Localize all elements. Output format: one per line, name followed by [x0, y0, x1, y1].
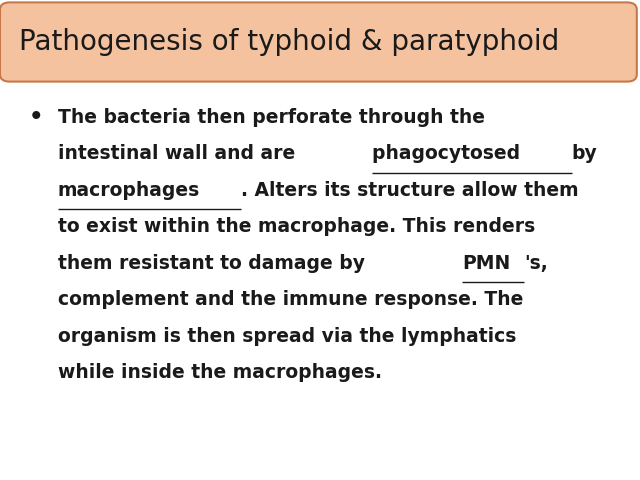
Text: organism is then spread via the lymphatics: organism is then spread via the lymphati…: [58, 327, 516, 346]
Text: phagocytosed: phagocytosed: [372, 144, 527, 164]
Text: them resistant to damage by: them resistant to damage by: [58, 254, 371, 273]
Text: intestinal wall and are: intestinal wall and are: [58, 144, 301, 164]
Text: by: by: [572, 144, 597, 164]
Text: •: •: [29, 106, 44, 129]
Text: 's,: 's,: [524, 254, 548, 273]
Text: to exist within the macrophage. This renders: to exist within the macrophage. This ren…: [58, 217, 535, 237]
Text: . Alters its structure allow them: . Alters its structure allow them: [241, 181, 579, 200]
Text: while inside the macrophages.: while inside the macrophages.: [58, 363, 381, 383]
Text: complement and the immune response. The: complement and the immune response. The: [58, 290, 523, 310]
Text: macrophages: macrophages: [58, 181, 200, 200]
Text: The bacteria then perforate through the: The bacteria then perforate through the: [58, 108, 484, 127]
Text: PMN: PMN: [462, 254, 510, 273]
FancyBboxPatch shape: [0, 2, 637, 82]
Text: Pathogenesis of typhoid & paratyphoid: Pathogenesis of typhoid & paratyphoid: [19, 28, 559, 56]
